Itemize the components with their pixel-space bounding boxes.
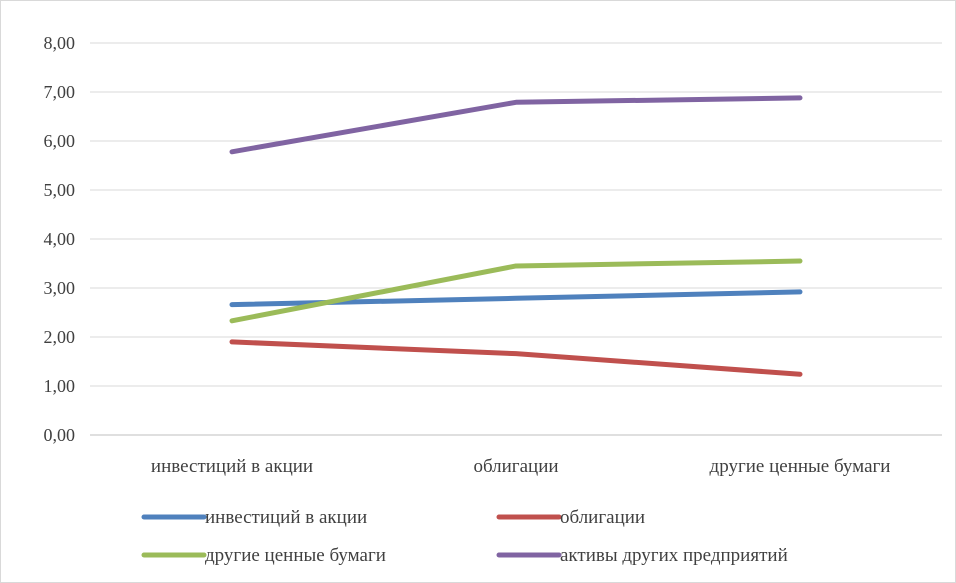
legend-label: другие ценные бумаги bbox=[205, 545, 386, 566]
y-tick-label: 8,00 bbox=[44, 33, 76, 53]
series-line-2 bbox=[229, 339, 803, 377]
legend: инвестиций в акции облигации другие ценные… bbox=[141, 507, 788, 566]
x-category-label: другие ценные бумаги bbox=[710, 456, 891, 477]
y-tick-label: 2,00 bbox=[44, 327, 76, 347]
legend-label: активы других предприятий bbox=[560, 545, 788, 566]
gridlines bbox=[90, 42, 942, 436]
series-line-4 bbox=[229, 95, 803, 155]
legend-label: облигации bbox=[560, 507, 645, 528]
y-tick-label: 6,00 bbox=[44, 131, 76, 151]
x-category-label: облигации bbox=[473, 456, 558, 477]
y-tick-label: 7,00 bbox=[44, 82, 76, 102]
y-tick-label: 4,00 bbox=[44, 229, 76, 249]
series-line-3 bbox=[229, 258, 803, 324]
x-axis-category-labels: инвестиций в акции облигации другие ценные… bbox=[151, 456, 891, 477]
y-tick-label: 1,00 bbox=[44, 376, 76, 396]
legend-label: инвестиций в акции bbox=[205, 507, 367, 528]
y-axis-tick-labels: 0,00 1,00 2,00 3,00 4,00 5,00 6,00 7,00 8,00 bbox=[44, 33, 76, 445]
series-lines bbox=[229, 95, 803, 377]
x-category-label: инвестиций в акции bbox=[151, 456, 313, 477]
y-tick-label: 0,00 bbox=[44, 425, 76, 445]
y-tick-label: 5,00 bbox=[44, 180, 76, 200]
y-tick-label: 3,00 bbox=[44, 278, 76, 298]
